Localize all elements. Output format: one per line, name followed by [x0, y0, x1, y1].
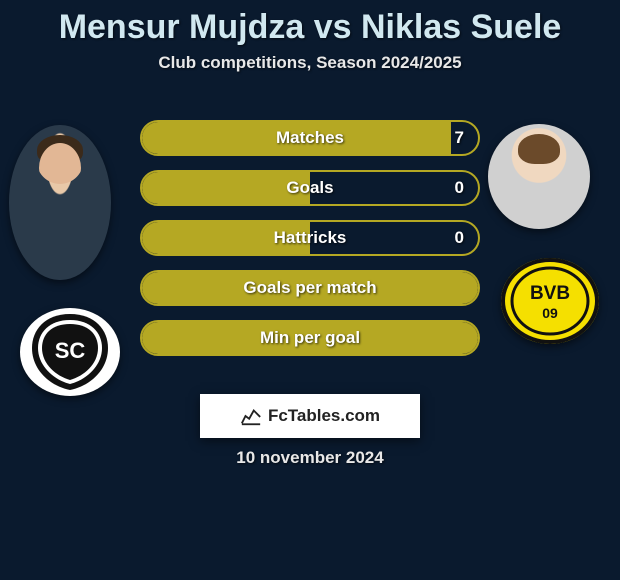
stat-bar-label: Goals per match: [142, 272, 478, 304]
player-left-photo: [9, 125, 111, 280]
page-title: Mensur Mujdza vs Niklas Suele: [0, 0, 620, 47]
svg-text:09: 09: [542, 305, 558, 321]
stat-bar: Goals0: [140, 170, 480, 206]
stat-bar: Matches7: [140, 120, 480, 156]
stat-bar: Goals per match: [140, 270, 480, 306]
stat-bar-label: Goals: [142, 172, 478, 204]
stat-bar-value: 0: [455, 172, 464, 204]
subtitle: Club competitions, Season 2024/2025: [0, 53, 620, 73]
brand-label: FcTables.com: [268, 406, 380, 426]
stat-bar-label: Hattricks: [142, 222, 478, 254]
club-logo-right: BVB 09: [501, 258, 599, 344]
club-logo-left: SC: [20, 308, 120, 396]
stat-bar-label: Min per goal: [142, 322, 478, 354]
stat-bar-value: 7: [455, 122, 464, 154]
stat-bars: Matches7Goals0Hattricks0Goals per matchM…: [140, 120, 480, 370]
player-right-photo: [488, 124, 590, 229]
svg-text:BVB: BVB: [530, 283, 570, 304]
stat-bar: Hattricks0: [140, 220, 480, 256]
stat-bar-label: Matches: [142, 122, 478, 154]
stat-bar: Min per goal: [140, 320, 480, 356]
date-label: 10 november 2024: [0, 448, 620, 468]
chart-icon: [240, 405, 262, 427]
svg-text:SC: SC: [55, 338, 86, 363]
stat-bar-value: 0: [455, 222, 464, 254]
brand-box: FcTables.com: [200, 394, 420, 438]
